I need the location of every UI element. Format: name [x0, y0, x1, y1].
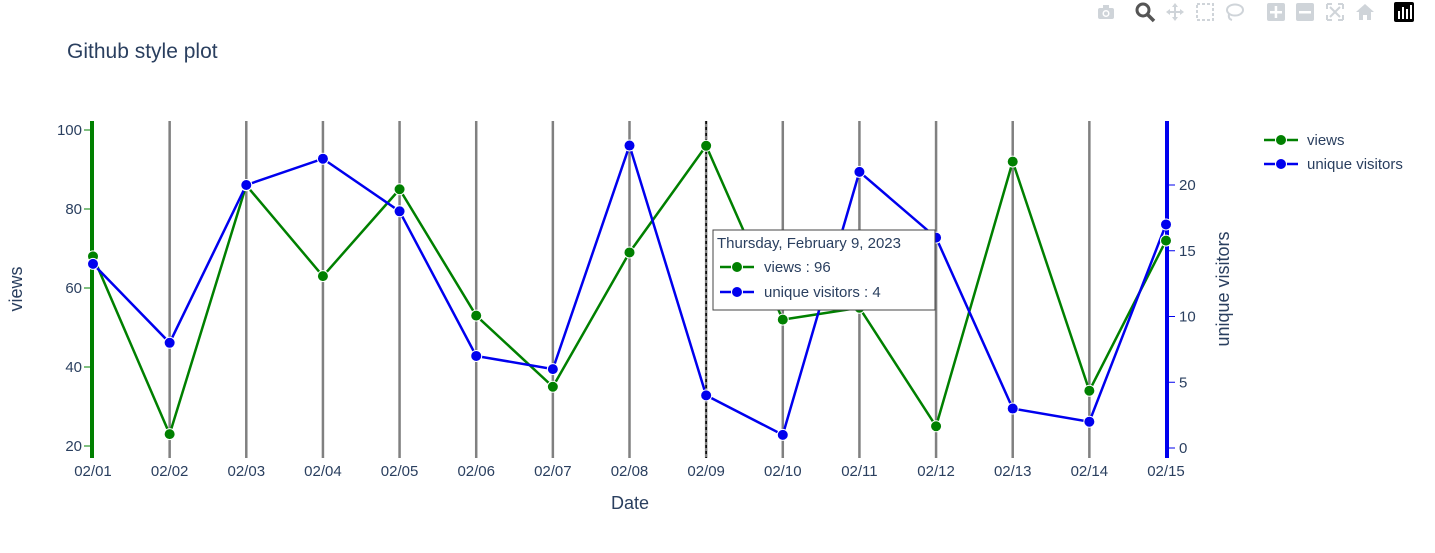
- hover-box: [712, 229, 936, 311]
- x-tick-label: 02/04: [304, 463, 342, 480]
- x-tick-label: 02/07: [534, 463, 572, 480]
- y2-tick-label: 5: [1179, 374, 1187, 391]
- x-tick-label: 02/03: [228, 463, 266, 480]
- legend-item[interactable]: unique visitors: [1264, 156, 1403, 173]
- zoom-icon[interactable]: [1134, 1, 1156, 23]
- autoscale-icon[interactable]: [1324, 1, 1346, 23]
- data-point[interactable]: [316, 152, 329, 165]
- modebar: [1095, 0, 1435, 24]
- legend-marker: [1275, 134, 1287, 146]
- y2-tick-label: 0: [1179, 440, 1187, 457]
- data-point[interactable]: [700, 139, 713, 152]
- lasso-icon[interactable]: [1223, 1, 1245, 23]
- x-tick-label: 02/11: [841, 463, 877, 480]
- chart-title: Github style plot: [67, 40, 218, 63]
- y-tick-label: 60: [65, 280, 82, 297]
- data-point[interactable]: [853, 165, 866, 178]
- x-tick-label: 02/12: [917, 463, 955, 480]
- y-tick-label: 20: [65, 438, 82, 455]
- hover-marker: [731, 261, 743, 273]
- data-point[interactable]: [546, 380, 559, 393]
- y-tick-label: 80: [65, 201, 82, 218]
- y2-axis-title: unique visitors: [1213, 231, 1233, 346]
- zoom-in-icon[interactable]: [1265, 1, 1287, 23]
- data-point[interactable]: [1083, 415, 1096, 428]
- y-tick-label: 40: [65, 359, 82, 376]
- data-point[interactable]: [623, 246, 636, 259]
- x-tick-label: 02/02: [151, 463, 189, 480]
- data-point[interactable]: [393, 183, 406, 196]
- y-tick-label: 100: [57, 122, 82, 139]
- data-point[interactable]: [163, 428, 176, 441]
- hover-header: Thursday, February 9, 2023: [717, 235, 901, 252]
- x-tick-label: 02/01: [74, 463, 112, 480]
- x-tick-label: 02/10: [764, 463, 802, 480]
- series-points: [87, 139, 1172, 441]
- legend-label: views: [1307, 132, 1345, 149]
- legend-label: unique visitors: [1307, 156, 1403, 173]
- reset-axes-icon[interactable]: [1354, 1, 1376, 23]
- zoom-out-icon[interactable]: [1294, 1, 1316, 23]
- data-point[interactable]: [546, 363, 559, 376]
- axes: 20 40 60 80 100 0 5 10 15 20: [57, 121, 1196, 458]
- data-point[interactable]: [1083, 384, 1096, 397]
- camera-icon[interactable]: [1095, 1, 1117, 23]
- data-point[interactable]: [240, 179, 253, 191]
- data-point[interactable]: [1006, 402, 1019, 415]
- y2-tick-label: 10: [1179, 309, 1196, 326]
- data-point[interactable]: [623, 139, 636, 152]
- x-tick-label: 02/08: [611, 463, 649, 480]
- data-point[interactable]: [700, 389, 713, 402]
- x-tick-label: 02/06: [457, 463, 495, 480]
- data-point[interactable]: [470, 309, 483, 322]
- legend-item[interactable]: views: [1264, 132, 1345, 149]
- plotly-logo-icon[interactable]: [1393, 1, 1415, 23]
- hover-value: views : 96: [764, 259, 831, 276]
- hover-marker: [731, 286, 743, 298]
- legend-marker: [1275, 158, 1287, 170]
- hover-tooltip: Thursday, February 9, 2023 views : 96 uniq…: [712, 229, 936, 311]
- x-tick-label: 02/05: [381, 463, 419, 480]
- data-point[interactable]: [87, 257, 99, 270]
- x-tick-label: 02/09: [687, 463, 725, 480]
- x-tick-label: 02/13: [994, 463, 1032, 480]
- data-point[interactable]: [316, 270, 329, 283]
- data-point[interactable]: [470, 349, 483, 362]
- box-select-icon[interactable]: [1194, 1, 1216, 23]
- hover-value: unique visitors : 4: [764, 284, 881, 301]
- data-point[interactable]: [1160, 234, 1172, 247]
- x-tick-label: 02/15: [1147, 463, 1185, 480]
- y2-tick-label: 20: [1179, 177, 1196, 194]
- data-point[interactable]: [1160, 218, 1172, 231]
- data-point[interactable]: [163, 336, 176, 349]
- pan-icon[interactable]: [1164, 1, 1186, 23]
- x-axis-title: Date: [611, 493, 649, 513]
- data-point[interactable]: [1006, 155, 1019, 168]
- data-point[interactable]: [776, 428, 789, 441]
- y-axis-title: views: [6, 266, 26, 311]
- data-point[interactable]: [393, 205, 406, 218]
- y2-tick-label: 15: [1179, 243, 1196, 260]
- data-point[interactable]: [776, 313, 789, 326]
- data-point[interactable]: [930, 420, 943, 433]
- legend[interactable]: views unique visitors: [1264, 132, 1403, 173]
- x-tick-label: 02/14: [1071, 463, 1109, 480]
